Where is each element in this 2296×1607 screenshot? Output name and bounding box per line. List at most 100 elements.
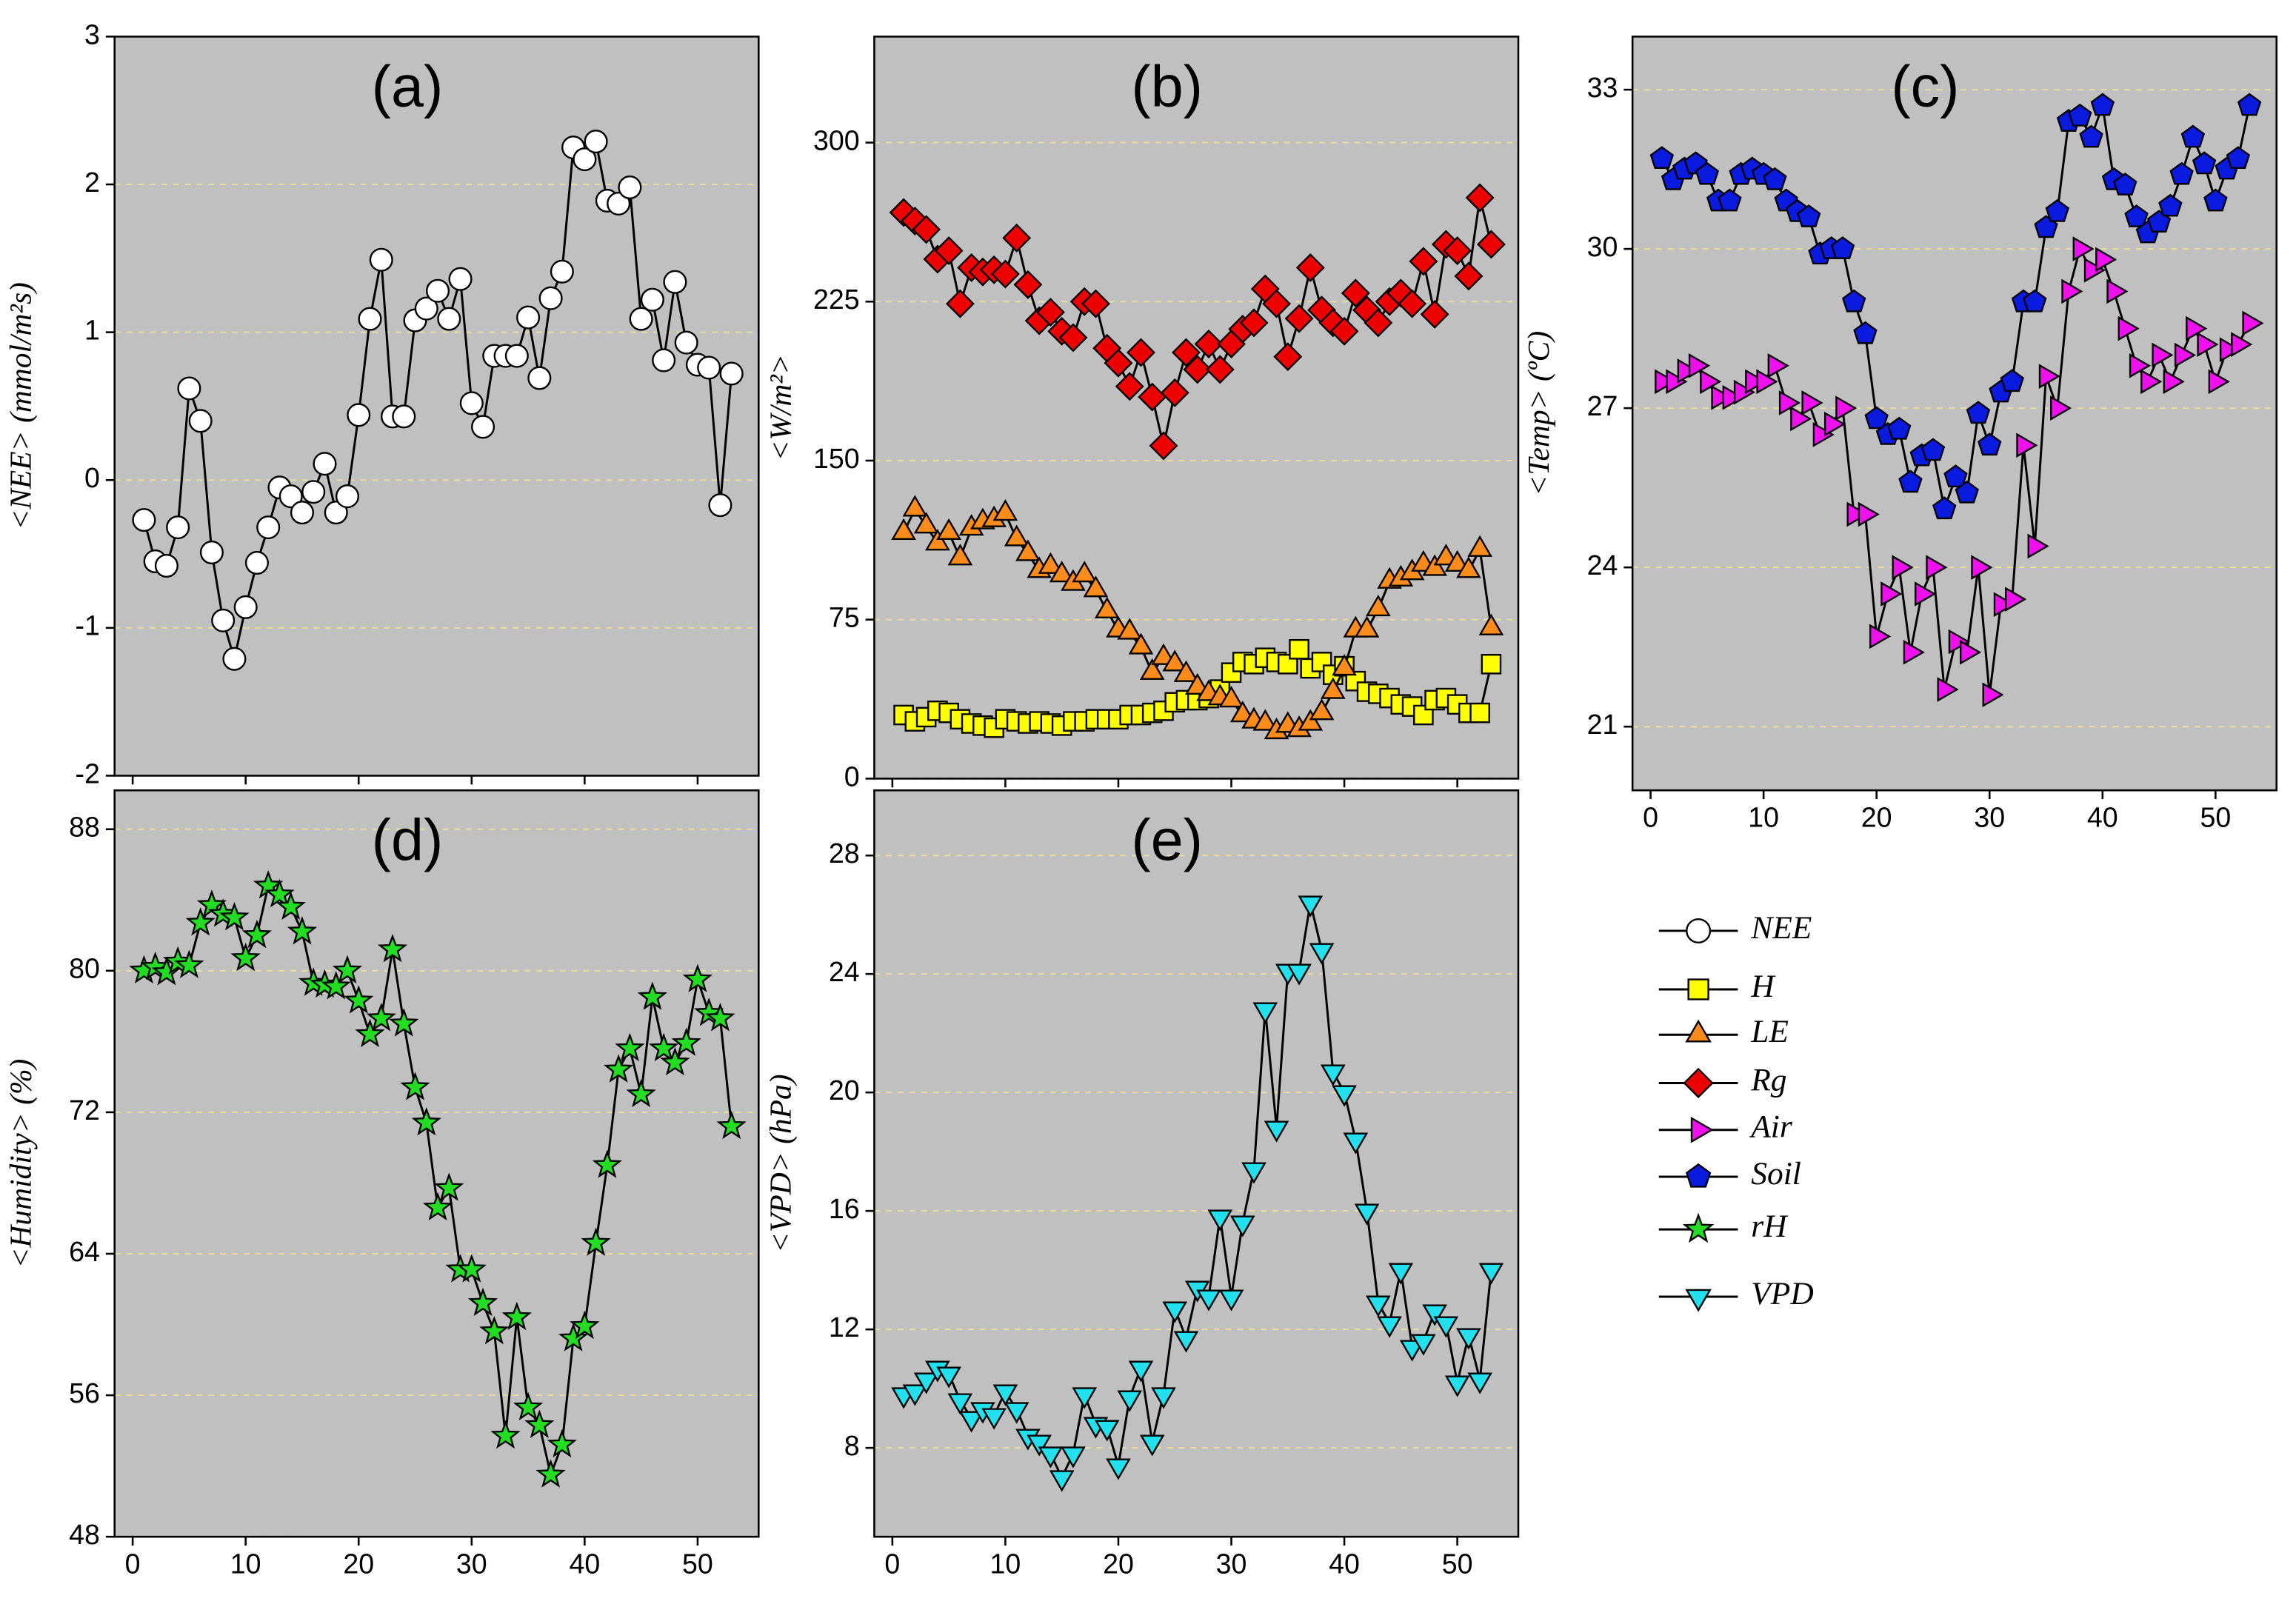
data-point: [1194, 330, 1224, 358]
data-point: [1320, 677, 1346, 699]
data-point: [219, 901, 250, 931]
data-point: [2203, 188, 2228, 212]
data-point: [1763, 167, 1787, 190]
data-point: [1733, 379, 1756, 405]
y-tick-label: 0: [844, 761, 860, 792]
x-tick-label: 30: [456, 1548, 487, 1580]
data-point: [2163, 369, 2185, 395]
data-point: [1117, 1390, 1143, 1412]
data-point: [411, 1107, 441, 1136]
x-tick-label: 20: [1861, 802, 1892, 833]
data-point: [1756, 369, 1778, 395]
data-point: [222, 647, 247, 671]
legend-label: Air: [1749, 1109, 1793, 1145]
data-point: [936, 518, 961, 541]
data-point: [1433, 544, 1459, 566]
data-point: [1184, 672, 1210, 695]
data-point: [902, 1384, 928, 1406]
data-point: [1115, 372, 1144, 401]
data-point: [1239, 308, 1269, 338]
data-point: [2038, 364, 2060, 389]
data-point: [2242, 310, 2264, 336]
plot-area: [114, 36, 759, 776]
data-point: [2095, 247, 2118, 273]
y-tick-label: 48: [69, 1519, 100, 1550]
data-point: [2000, 369, 2024, 392]
y-axis-label: <VPD> (hPa): [763, 1074, 798, 1253]
data-point: [1284, 304, 1314, 333]
x-tick-label: 20: [1103, 1548, 1134, 1580]
data-point: [1790, 406, 1812, 432]
y-axis-label: <NEE> (mmol/m²s): [4, 282, 39, 530]
data-point: [2083, 257, 2106, 283]
data-point: [945, 289, 975, 318]
data-point: [640, 287, 664, 312]
x-tick-label: 10: [990, 1548, 1021, 1580]
y-tick-label: 1: [84, 315, 100, 346]
data-point: [1841, 289, 1866, 313]
panel: 0 75 150 225 300 (b) <W/m²>: [763, 36, 1520, 792]
data-point: [1229, 701, 1255, 723]
data-point: [719, 361, 744, 386]
y-tick-label: 20: [829, 1075, 860, 1106]
y-tick-label: 27: [1587, 390, 1618, 421]
y-tick-label: 2: [84, 167, 100, 198]
data-point: [1456, 1328, 1481, 1350]
legend-label: Soil: [1751, 1156, 1801, 1192]
data-point: [244, 551, 269, 575]
plot-frame: [873, 789, 1520, 1538]
data-point: [1083, 575, 1109, 598]
x-tick-label: 40: [569, 1548, 600, 1580]
data-point: [276, 891, 306, 920]
data-point: [504, 344, 529, 368]
legend-marker: [1685, 1289, 1712, 1312]
data-point: [682, 963, 713, 992]
data-point: [154, 553, 178, 578]
data-point: [1718, 188, 1742, 212]
data-point: [891, 518, 916, 541]
y-tick-label: 33: [1587, 72, 1618, 103]
data-point: [1481, 654, 1502, 675]
data-point: [287, 916, 318, 945]
data-point: [1467, 535, 1492, 557]
plot-frame: [113, 36, 760, 777]
y-tick-label: 12: [829, 1312, 860, 1343]
data-point: [2090, 93, 2115, 116]
data-point: [2061, 278, 2083, 304]
data-point: [1688, 353, 1711, 378]
data-point: [2106, 278, 2129, 304]
data-point: [1465, 183, 1495, 213]
data-point: [547, 1429, 578, 1458]
data-point: [615, 1032, 645, 1062]
data-point: [1413, 704, 1434, 726]
data-point: [1049, 1470, 1075, 1492]
data-point: [990, 259, 1020, 289]
data-point: [981, 1408, 1007, 1430]
y-tick-label: 28: [829, 838, 860, 869]
data-point: [705, 1003, 735, 1032]
data-point: [471, 415, 495, 439]
data-point: [1332, 654, 1357, 676]
data-point: [1058, 323, 1088, 353]
data-point: [434, 1172, 464, 1201]
y-tick-label: 75: [829, 602, 860, 633]
data-point: [313, 452, 337, 476]
legend-label: Rg: [1750, 1062, 1786, 1097]
data-point: [1982, 682, 2004, 708]
panel: 48 56 64 72 80 88 0 10 20 30 40 50 (d) <Humidity> (%): [4, 789, 760, 1580]
data-point: [2152, 342, 2174, 368]
data-point: [1677, 358, 1699, 384]
data-point: [2140, 369, 2163, 395]
x-tick-label: 40: [2087, 802, 2118, 833]
data-point: [1072, 1387, 1098, 1409]
data-point: [301, 480, 326, 504]
data-point: [1139, 1434, 1165, 1457]
data-point: [389, 1008, 419, 1037]
y-tick-label: -1: [76, 610, 100, 641]
data-point: [1162, 1301, 1188, 1323]
data-point: [2231, 332, 2253, 357]
data-point: [550, 259, 574, 284]
data-point: [1218, 1289, 1244, 1312]
legend-label: rH: [1751, 1209, 1789, 1244]
x-tick-label: 10: [1748, 802, 1779, 833]
